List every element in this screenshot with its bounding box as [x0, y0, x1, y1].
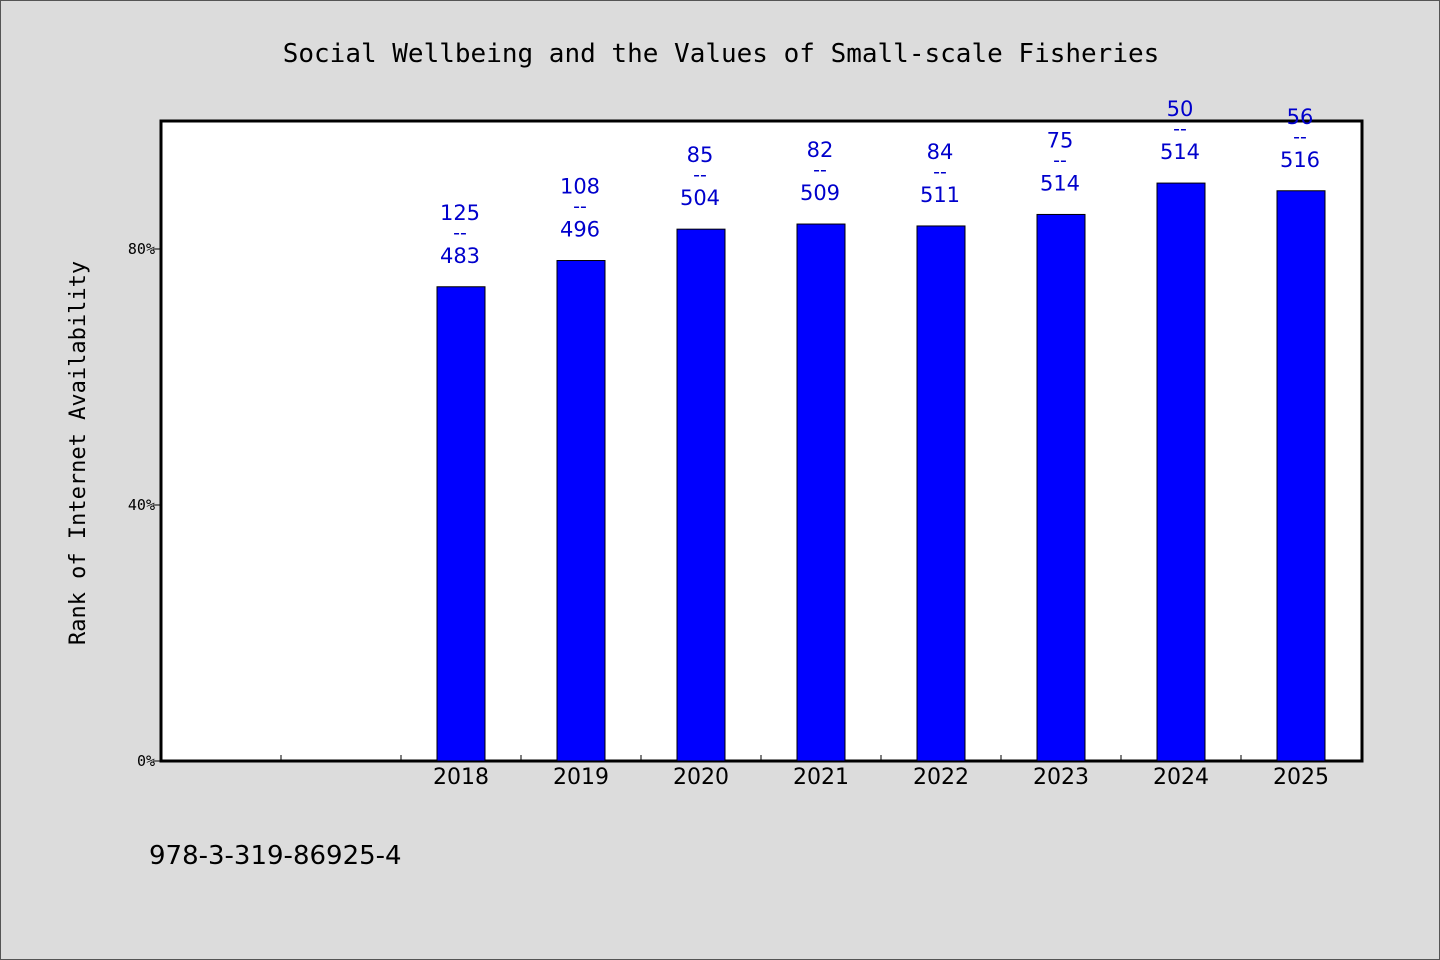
bar-label-top-2018: 125: [440, 201, 480, 225]
y-axis-label: Rank of Internet Availability: [66, 261, 91, 645]
bar-2018: [436, 286, 486, 762]
bar-label-bottom-2021: 509: [800, 181, 840, 205]
x-tick-label-2018: 2018: [433, 765, 489, 790]
bar-label-separator-2022: --: [933, 161, 947, 183]
bar-label-separator-2019: --: [573, 196, 587, 218]
bar-2021: [796, 223, 846, 762]
bar-2023: [1036, 213, 1086, 762]
bar-label-bottom-2023: 514: [1040, 171, 1080, 195]
bar-label-top-2021: 82: [807, 138, 834, 162]
bar-label-bottom-2024: 514: [1160, 140, 1200, 164]
bar-label-top-2022: 84: [927, 140, 954, 164]
x-tick-label-2020: 2020: [673, 765, 729, 790]
bar-label-separator-2020: --: [693, 164, 707, 186]
bars: [436, 182, 1326, 762]
bar-label-top-2019: 108: [560, 175, 600, 199]
bar-2022: [916, 225, 966, 762]
bar-2024: [1156, 182, 1206, 762]
bar-label-separator-2023: --: [1053, 149, 1067, 171]
bar-label-separator-2018: --: [453, 222, 467, 244]
x-tick-label-2022: 2022: [913, 765, 969, 790]
bar-label-bottom-2022: 511: [920, 183, 960, 207]
x-axis-labels: 2018 2019 2020 2021 2022 2023 2024 2025: [433, 765, 1329, 790]
bar-label-top-2020: 85: [687, 143, 714, 167]
bar-label-top-2023: 75: [1047, 128, 1074, 152]
x-tick-label-2023: 2023: [1033, 765, 1089, 790]
bar-label-bottom-2020: 504: [680, 186, 720, 210]
x-tick-label-2025: 2025: [1273, 765, 1329, 790]
bar-label-bottom-2018: 483: [440, 244, 480, 268]
bar-label-separator-2025: --: [1293, 126, 1307, 148]
y-axis-ticks: 0% 40% 80%: [128, 240, 161, 770]
bar-2020: [676, 228, 726, 762]
x-tick-label-2021: 2021: [793, 765, 849, 790]
bar-label-separator-2021: --: [813, 159, 827, 181]
bar-label-top-2025: 56: [1287, 105, 1314, 129]
bar-2019: [556, 260, 606, 762]
y-tick-label: 0%: [137, 752, 155, 770]
bar-label-separator-2024: --: [1173, 118, 1187, 140]
chart-title: Social Wellbeing and the Values of Small…: [283, 39, 1160, 69]
bar-label-bottom-2025: 516: [1280, 148, 1320, 172]
bar-label-top-2024: 50: [1167, 97, 1194, 121]
x-tick-label-2019: 2019: [553, 765, 609, 790]
bar-labels: 125--483108--49685--50482--50984--51175-…: [440, 97, 1320, 268]
x-tick-label-2024: 2024: [1153, 765, 1209, 790]
x-axis-ticks: [280, 755, 1242, 761]
y-tick-label: 40%: [128, 496, 155, 514]
bar-label-bottom-2019: 496: [560, 218, 600, 242]
bar-2025: [1276, 190, 1326, 762]
y-tick-label: 80%: [128, 240, 155, 258]
isbn-footer: 978-3-319-86925-4: [149, 841, 402, 871]
